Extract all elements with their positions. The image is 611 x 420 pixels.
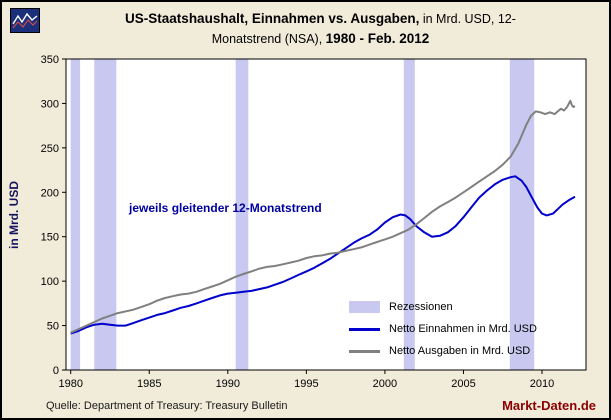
chart-title: US-Staatshaushalt, Einnahmen vs. Ausgabe… (46, 9, 595, 49)
x-tick-label: 1990 (216, 378, 240, 390)
y-tick-label: 350 (41, 54, 59, 66)
plot-border (65, 58, 587, 371)
brand-link[interactable]: Markt-Daten.de (502, 398, 596, 413)
recession-band (70, 59, 81, 370)
x-tick-label: 2005 (451, 378, 475, 390)
plot-background (66, 59, 586, 370)
legend-item-receipts: Netto Einnahmen in Mrd. USD (349, 318, 537, 340)
outlays-line-swatch (349, 349, 380, 353)
source-note: Quelle: Department of Treasury: Treasury… (46, 400, 288, 412)
series-line-outlays (70, 99, 576, 334)
title-bold-part1: US-Staatshaushalt, Einnahmen vs. Ausgabe… (125, 11, 420, 26)
y-tick-label: 150 (41, 232, 59, 244)
legend-item-outlays: Netto Ausgaben in Mrd. USD (349, 340, 537, 362)
title-bold-part2: 1980 - Feb. 2012 (325, 31, 430, 46)
y-tick-label: 0 (53, 365, 59, 377)
receipts-line-swatch (349, 327, 380, 331)
x-tick-label: 1995 (294, 378, 318, 390)
chart-annotation: jeweils gleitender 12-Monatstrend (129, 201, 322, 215)
recession-band (94, 59, 117, 370)
title-regular-part1: in Mrd. USD, 12- (419, 12, 516, 26)
y-tick-label: 50 (47, 321, 59, 333)
recession-band (403, 59, 415, 370)
y-axis-label: in Mrd. USD (7, 181, 21, 249)
x-tick-label: 2010 (530, 378, 554, 390)
series-line-receipts (70, 175, 576, 335)
y-tick-label: 300 (41, 98, 59, 110)
legend-label-receipts: Netto Einnahmen in Mrd. USD (389, 323, 537, 335)
recession-band-swatch (349, 301, 380, 313)
legend-item-recessions: Rezessionen (349, 296, 537, 318)
recession-band (509, 59, 535, 370)
y-tick-label: 100 (41, 276, 59, 288)
title-regular-part2: Monatstrend (NSA), (211, 32, 326, 46)
x-tick-label: 1985 (137, 378, 161, 390)
x-tick-label: 2000 (373, 378, 397, 390)
y-tick-label: 200 (41, 187, 59, 199)
logo-line-red (12, 19, 38, 29)
x-tick-label: 1980 (58, 378, 82, 390)
legend-label-recessions: Rezessionen (389, 301, 453, 313)
y-tick-label: 250 (41, 143, 59, 155)
logo-line-white (12, 12, 38, 25)
legend: Rezessionen Netto Einnahmen in Mrd. USD … (349, 296, 537, 362)
markt-daten-logo-icon (10, 8, 40, 33)
legend-label-outlays: Netto Ausgaben in Mrd. USD (389, 345, 531, 357)
